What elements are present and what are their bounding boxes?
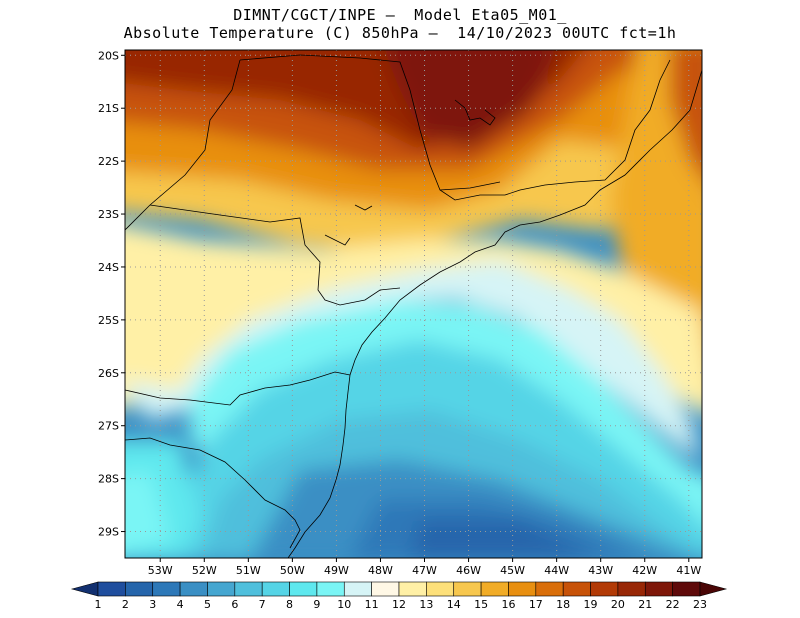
lon-label: 50W — [280, 564, 305, 577]
lat-label: 24S — [98, 261, 119, 274]
map-title-line2: Absolute Temperature (C) 850hPa – 14/10/… — [123, 24, 677, 42]
state-border — [125, 371, 351, 406]
colorbar-swatch — [480, 581, 509, 597]
colorbar-swatch — [289, 581, 318, 597]
colorbar-label: 14 — [446, 598, 461, 611]
colorbar-label: 10 — [337, 598, 352, 611]
colorbar — [70, 581, 728, 597]
colorbar-swatch — [152, 581, 181, 597]
colorbar-label: 1 — [94, 598, 102, 611]
colorbar-swatch — [234, 581, 263, 597]
colorbar-label: 15 — [474, 598, 489, 611]
colorbar-label: 5 — [203, 598, 211, 611]
lon-label: 46W — [456, 564, 481, 577]
lon-label: 41W — [676, 564, 701, 577]
colorbar-label: 22 — [665, 598, 680, 611]
plot-frame — [124, 49, 703, 559]
lon-label: 45W — [500, 564, 525, 577]
colorbar-swatch — [316, 581, 345, 597]
lon-label: 44W — [544, 564, 569, 577]
map-axes: 20S 21S 22S 23S 24S 25S 26S 27S 28S 29S 53W 52W 51W 5… — [98, 49, 701, 577]
colorbar-label: 8 — [286, 598, 294, 611]
colorbar-swatch — [590, 581, 619, 597]
lon-label: 47W — [412, 564, 437, 577]
state-border — [149, 204, 401, 306]
colorbar-label: 17 — [528, 598, 543, 611]
temperature-field — [125, 50, 702, 558]
colorbar-swatch — [617, 581, 646, 597]
reservoir — [454, 99, 496, 126]
lat-label: 26S — [98, 367, 119, 380]
colorbar-label: 23 — [693, 598, 707, 611]
lon-label: 53W — [148, 564, 173, 577]
colorbar-swatch — [371, 581, 400, 597]
lon-label: 42W — [632, 564, 657, 577]
colorbar-label: 7 — [258, 598, 266, 611]
colorbar-swatch — [398, 581, 427, 597]
colorbar-label: 13 — [419, 598, 434, 611]
colorbar-swatch — [672, 581, 701, 597]
coastline-borders — [125, 54, 702, 558]
lat-label: 28S — [98, 473, 119, 486]
colorbar-swatch — [426, 581, 455, 597]
colorbar-label: 9 — [313, 598, 321, 611]
colorbar-swatch — [508, 581, 537, 597]
lon-label: 51W — [236, 564, 261, 577]
lat-label: 22S — [98, 155, 119, 168]
colorbar-swatch — [207, 581, 236, 597]
lat-label: 25S — [98, 314, 119, 327]
colorbar-label: 18 — [556, 598, 571, 611]
lat-label: 23S — [98, 208, 119, 221]
lat-label: 27S — [98, 420, 119, 433]
lat-label: 29S — [98, 526, 119, 539]
colorbar-swatch — [179, 581, 208, 597]
colorbar-label: 20 — [610, 598, 625, 611]
coastline — [287, 69, 702, 558]
colorbar-label: 3 — [149, 598, 157, 611]
colorbar-swatch — [261, 581, 290, 597]
colorbar-over-triangle — [699, 581, 728, 597]
colorbar-label: 2 — [121, 598, 129, 611]
state-border — [439, 181, 501, 191]
colorbar-under-triangle — [70, 581, 99, 597]
colorbar-swatch — [343, 581, 372, 597]
state-border — [239, 54, 671, 201]
colorbar-swatch — [562, 581, 591, 597]
lat-label: 20S — [98, 49, 119, 62]
colorbar-swatch — [644, 581, 673, 597]
lon-label: 48W — [368, 564, 393, 577]
graticule — [125, 50, 702, 558]
map-title-line1: DIMNT/CGCT/INPE – Model Eta05_M01_ — [233, 6, 567, 24]
colorbar-label: 19 — [583, 598, 598, 611]
colorbar-label: 16 — [501, 598, 516, 611]
colorbar-swatch — [97, 581, 126, 597]
state-border — [125, 437, 301, 549]
lat-label: 21S — [98, 102, 119, 115]
lon-label: 43W — [588, 564, 613, 577]
colorbar-label: 12 — [392, 598, 406, 611]
reservoir — [324, 234, 351, 246]
colorbar-swatch — [125, 581, 154, 597]
colorbar-label: 6 — [231, 598, 239, 611]
lon-label: 49W — [324, 564, 349, 577]
colorbar-swatch — [453, 581, 482, 597]
lon-label: 52W — [192, 564, 217, 577]
colorbar-label: 4 — [176, 598, 184, 611]
colorbar-swatch — [535, 581, 564, 597]
colorbar-label: 21 — [638, 598, 653, 611]
reservoir — [354, 204, 373, 211]
colorbar-label: 11 — [364, 598, 379, 611]
